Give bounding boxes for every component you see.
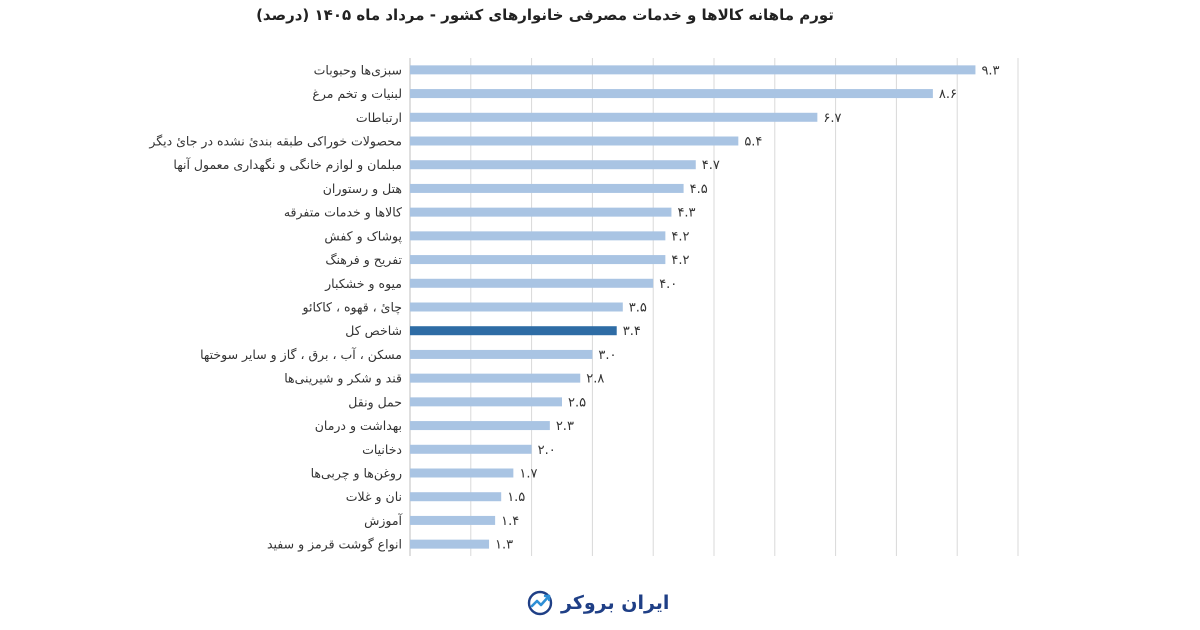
value-label: ۱.۷: [519, 467, 537, 482]
bar: [410, 326, 617, 336]
value-label: ۲.۰: [538, 443, 556, 458]
value-labels: ۹.۳ ۸.۶ ۶.۷ ۵.۴ ۴.۷ ۴.۵ ۴.۳ ۴.۲ ۴.۲ ۴.۰ ۳.۵ ۳.۴ ۳.۰ ۲…: [495, 63, 1000, 552]
category-label: تفریح و فرهنگ: [325, 252, 402, 268]
bar: [410, 207, 672, 217]
category-label: بهداشت و درمان: [315, 418, 402, 434]
bar: [410, 255, 666, 265]
category-label: کالاها و خدمات متفرقه: [284, 205, 402, 221]
category-label: سبزی‌ها وحبوبات: [314, 62, 402, 78]
value-label: ۴.۵: [690, 182, 708, 197]
category-label: دخانیات: [362, 442, 402, 457]
value-label: ۳.۴: [623, 324, 641, 339]
bar: [410, 539, 490, 549]
value-label: ۴.۷: [702, 158, 720, 173]
bar: [410, 468, 514, 478]
value-label: ۴.۲: [671, 253, 689, 268]
bar: [410, 231, 666, 241]
bar: [410, 183, 684, 193]
category-label: شاخص کل: [345, 323, 402, 339]
bar: [410, 65, 976, 75]
bar: [410, 421, 550, 431]
value-label: ۳.۰: [598, 348, 616, 363]
value-label: ۱.۳: [495, 538, 513, 553]
chart-trend-icon: [527, 590, 553, 616]
category-labels: سبزی‌ها وحبوبات لبنیات و تخم مرغ ارتباطات م…: [148, 62, 402, 552]
bar: [410, 397, 562, 407]
category-label: مسکن ، آب ، برق ، گاز و سایر سوختها: [200, 347, 402, 363]
bar: [410, 89, 933, 99]
value-label: ۹.۳: [981, 63, 999, 78]
value-label: ۲.۳: [556, 419, 574, 434]
category-label: محصولات خوراکی طبقه بندیٔ نشده در جایٔ د…: [148, 134, 402, 150]
bar: [410, 349, 593, 359]
bar: [410, 302, 623, 312]
category-label: انواع گوشت قرمز و سفید: [267, 537, 402, 553]
value-label: ۴.۰: [659, 277, 677, 292]
bar: [410, 444, 532, 454]
value-label: ۲.۵: [568, 395, 586, 410]
iranbroker-logo: ایران بروکر: [527, 588, 673, 618]
bar: [410, 515, 496, 525]
category-label: آموزش: [364, 513, 402, 529]
bar: [410, 160, 696, 170]
category-label: لبنیات و تخم مرغ: [312, 86, 402, 102]
value-label: ۴.۲: [671, 229, 689, 244]
category-label: حمل ونقل: [348, 394, 402, 410]
value-label: ۶.۷: [823, 111, 841, 126]
value-label: ۳.۵: [629, 301, 647, 316]
bars: [410, 65, 976, 549]
category-label: میوه و خشکبار: [324, 276, 402, 292]
category-label: پوشاک و کفش: [324, 228, 402, 244]
bar: [410, 136, 739, 146]
value-label: ۲.۸: [586, 372, 604, 387]
bar: [410, 112, 818, 122]
bar: [410, 278, 654, 288]
category-label: روغن‌ها و چربی‌ها: [311, 466, 402, 482]
category-label: قند و شکر و شیرینی‌ها: [284, 371, 402, 387]
category-label: ارتباطات: [356, 110, 402, 126]
value-label: ۵.۴: [744, 135, 762, 150]
logo-text: ایران بروکر: [561, 592, 670, 614]
value-label: ۱.۵: [507, 490, 525, 505]
value-label: ۸.۶: [939, 87, 957, 102]
chart-title: تورم ماهانه کالاها و خدمات مصرفی خانواره…: [256, 6, 834, 24]
bar: [410, 492, 502, 502]
bar: [410, 373, 581, 383]
category-label: هتل و رستوران: [323, 181, 402, 197]
category-label: چایٔ ، قهوه ، کاکائو: [302, 300, 402, 316]
value-label: ۱.۴: [501, 514, 519, 529]
value-label: ۴.۳: [677, 206, 695, 221]
category-label: مبلمان و لوازم خانگی و نگهداری معمول آنه…: [173, 157, 402, 173]
category-label: نان و غلات: [346, 489, 402, 505]
